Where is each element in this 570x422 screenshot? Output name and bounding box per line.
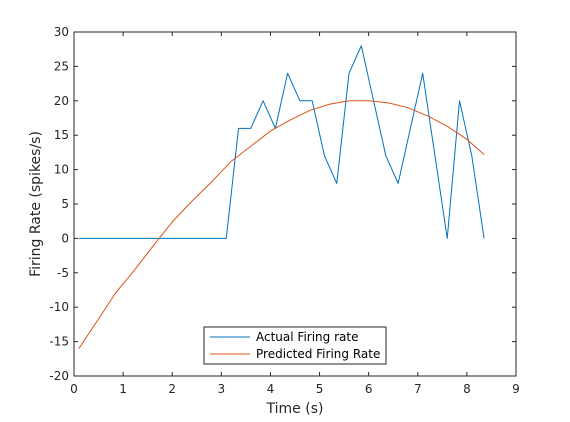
y-tick-label: 5 xyxy=(61,197,69,211)
x-axis-label: Time (s) xyxy=(266,401,324,417)
y-tick-label: 0 xyxy=(61,231,69,245)
legend-label-actual: Actual Firing rate xyxy=(256,330,358,344)
series-layer xyxy=(78,45,485,349)
y-tick-label: 10 xyxy=(54,163,69,177)
predicted-firing-rate-line xyxy=(78,100,485,349)
y-axis-label: Firing Rate (spikes/s) xyxy=(28,131,44,277)
x-tick-label: 1 xyxy=(119,382,127,396)
y-tick-label: 20 xyxy=(54,94,69,108)
y-tick-label: -20 xyxy=(49,369,69,383)
x-tick-label: 0 xyxy=(70,382,78,396)
x-tick-label: 8 xyxy=(463,382,471,396)
x-tick-label: 4 xyxy=(267,382,275,396)
plot-area xyxy=(73,31,517,377)
legend: Actual Firing rate Predicted Firing Rate xyxy=(203,326,387,365)
y-tick-label: -15 xyxy=(49,335,69,349)
legend-box xyxy=(203,326,387,365)
y-axis-ticks: -20 -15 -10 -5 0 5 10 15 20 25 30 xyxy=(49,25,516,383)
x-tick-label: 5 xyxy=(316,382,324,396)
x-tick-label: 9 xyxy=(512,382,520,396)
x-axis-ticks: 0 1 2 3 4 5 6 7 8 9 xyxy=(70,32,520,396)
x-tick-label: 3 xyxy=(218,382,226,396)
x-tick-label: 7 xyxy=(414,382,422,396)
y-tick-label: -5 xyxy=(57,266,69,280)
x-tick-label: 2 xyxy=(168,382,176,396)
y-tick-label: 30 xyxy=(54,25,69,39)
y-tick-label: 15 xyxy=(54,128,69,142)
legend-label-predicted: Predicted Firing Rate xyxy=(256,347,380,361)
x-tick-label: 6 xyxy=(365,382,373,396)
actual-firing-rate-line xyxy=(78,45,485,239)
y-tick-label: 25 xyxy=(54,59,69,73)
y-tick-label: -10 xyxy=(49,300,69,314)
